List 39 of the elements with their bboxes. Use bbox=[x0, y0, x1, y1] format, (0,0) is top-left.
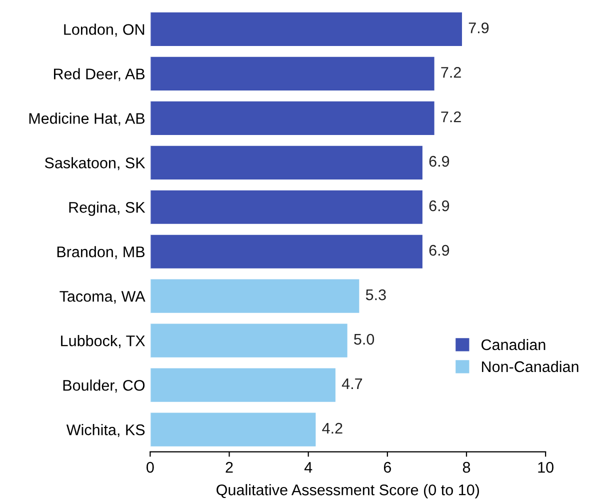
x-axis-title: Qualitative Assessment Score (0 to 10) bbox=[216, 484, 479, 498]
x-tick-label: 10 bbox=[538, 462, 554, 473]
data-label: 4.7 bbox=[342, 378, 362, 390]
legend-label: Canadian bbox=[482, 338, 546, 350]
y-tick-label: London, ON bbox=[64, 24, 144, 37]
x-tick-label: 2 bbox=[226, 462, 233, 473]
data-label: 5.3 bbox=[366, 289, 386, 300]
y-tick-label: Medicine Hat, AB bbox=[29, 112, 145, 126]
bar bbox=[150, 412, 317, 448]
y-tick-label: Brandon, MB bbox=[57, 246, 145, 260]
data-label: 4.2 bbox=[322, 422, 342, 434]
y-tick-label: Saskatoon, SK bbox=[44, 157, 146, 170]
data-label: 6.9 bbox=[429, 200, 450, 212]
data-label: 5.0 bbox=[354, 334, 374, 345]
data-label: 6.9 bbox=[429, 244, 450, 256]
legend-label: Non-Canadian bbox=[482, 360, 578, 372]
bar bbox=[150, 100, 436, 136]
y-tick-label: Red Deer, AB bbox=[54, 68, 145, 82]
bar bbox=[150, 278, 360, 314]
y-tick-label: Lubbock, TX bbox=[61, 335, 146, 348]
data-label: 6.9 bbox=[429, 156, 450, 167]
bar bbox=[150, 56, 436, 92]
bar bbox=[150, 11, 464, 48]
bar bbox=[150, 234, 424, 270]
y-tick-label: Tacoma, WA bbox=[60, 291, 146, 304]
data-label: 7.2 bbox=[441, 111, 461, 122]
x-tick-label: 0 bbox=[146, 462, 154, 473]
bar bbox=[150, 322, 348, 358]
bar bbox=[150, 189, 424, 226]
bar bbox=[150, 367, 337, 403]
data-label: 7.9 bbox=[468, 22, 489, 34]
bar bbox=[150, 144, 424, 181]
y-tick-label: Boulder, CO bbox=[63, 380, 145, 393]
x-tick-label: 6 bbox=[384, 462, 391, 473]
x-tick-label: 4 bbox=[304, 462, 312, 473]
data-label: 7.2 bbox=[441, 66, 461, 78]
y-tick-label: Wichita, KS bbox=[66, 424, 145, 438]
y-tick-label: Regina, SK bbox=[69, 202, 146, 216]
x-tick-label: 8 bbox=[462, 462, 470, 473]
